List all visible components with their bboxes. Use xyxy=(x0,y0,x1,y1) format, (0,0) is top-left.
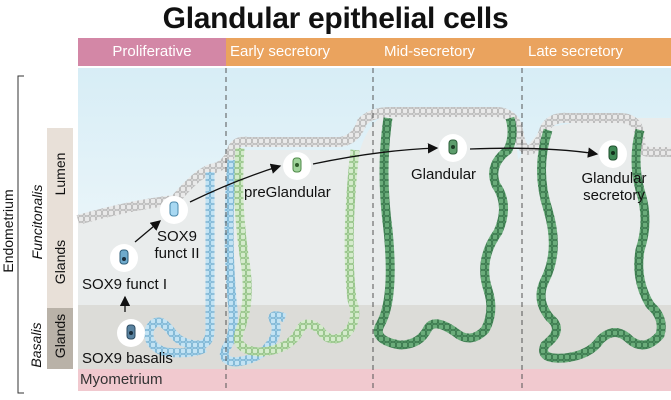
preglandular-label: preGlandular xyxy=(244,184,331,201)
glands-upper-sidebar xyxy=(47,220,73,308)
arrow-glandular-to-secretory xyxy=(469,147,599,158)
basalis-label: Basalis xyxy=(28,322,44,368)
glandular-cell-icon xyxy=(439,134,467,162)
sox9-funct-1-cell-icon xyxy=(110,244,138,272)
arrow-funct2-to-preglandular xyxy=(189,163,282,203)
glands-lower-sidebar xyxy=(47,308,73,369)
gland-mid-secretory xyxy=(373,116,517,350)
sox9-funct-2-cell-icon xyxy=(160,196,188,224)
phase-secretory-band: Early secretory Mid-secretory Late secre… xyxy=(226,38,671,66)
arrow-preglandular-to-glandular xyxy=(312,143,439,165)
preglandular-cell-icon xyxy=(283,152,311,180)
phase-late-secretory: Late secretory xyxy=(528,43,624,60)
endometrium-bracket xyxy=(17,75,24,394)
phase-proliferative: Proliferative xyxy=(78,38,226,66)
surface-epithelium xyxy=(76,107,671,225)
lumen-sidebar xyxy=(47,128,73,220)
glands-lower-label: Glands xyxy=(52,313,68,359)
glandular-secretory-label: Glandular secretory xyxy=(581,170,647,204)
gland-late-secretory xyxy=(536,128,666,363)
glands-upper-label: Glands xyxy=(52,239,68,285)
sox9-funct-1-label: SOX9 funct I xyxy=(82,276,168,293)
myometrium-label: Myometrium xyxy=(80,371,163,388)
myometrium-layer xyxy=(78,369,671,391)
gland-proliferative-1 xyxy=(144,172,215,358)
diagram-title: Glandular epithelial cells xyxy=(162,2,509,35)
lumen-label: Lumen xyxy=(52,152,68,196)
sox9-funct-2-label: SOX9 funct II xyxy=(154,228,200,262)
phase-early-secretory: Early secretory xyxy=(230,43,331,60)
gland-proliferative-2 xyxy=(219,159,287,367)
sox9-basalis-cell-icon xyxy=(117,319,145,347)
glandular-label: Glandular xyxy=(411,166,477,183)
arrow-funct1-to-funct2 xyxy=(134,220,161,243)
glandular-secretory-cell-icon xyxy=(599,140,627,168)
phase-mid-secretory: Mid-secretory xyxy=(384,43,475,60)
sox9-basalis-label: SOX9 basalis xyxy=(82,350,173,367)
endometrium-label: Endometrium xyxy=(0,189,16,273)
gland-early-secretory xyxy=(233,147,360,357)
functionalis-label: Funcitonalis xyxy=(29,184,45,260)
